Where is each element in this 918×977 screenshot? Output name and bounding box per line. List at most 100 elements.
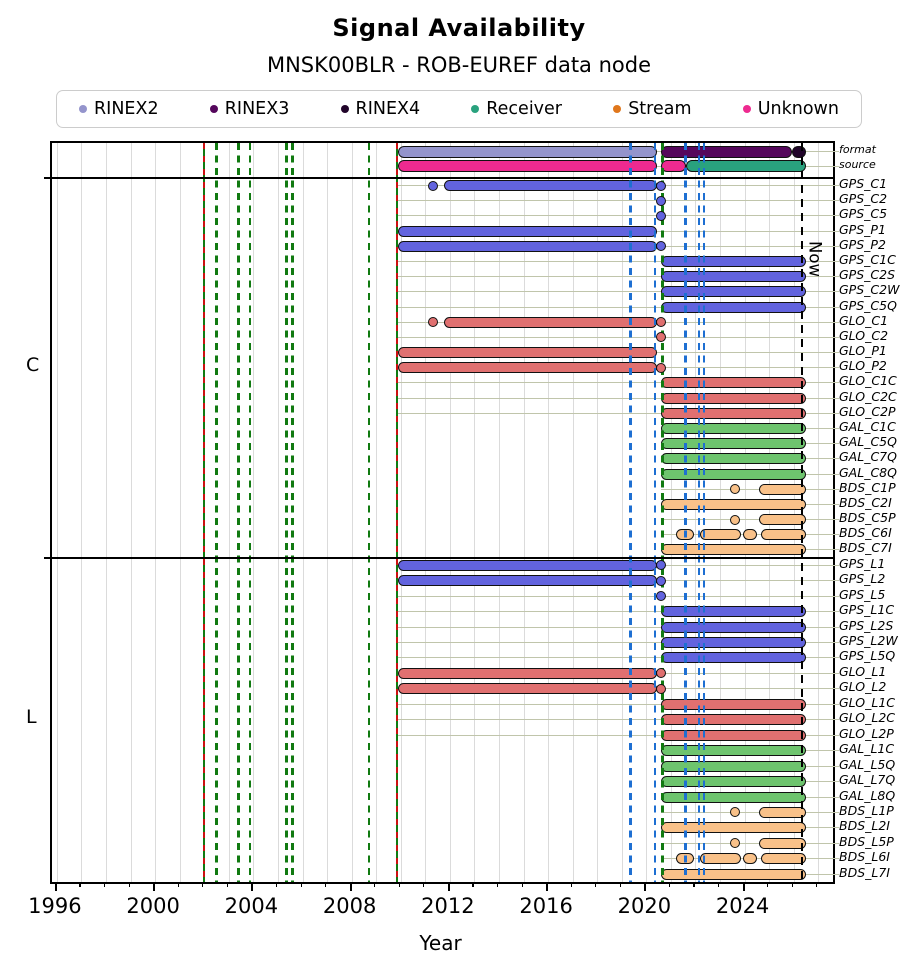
event-line-redgreen — [203, 143, 206, 882]
plot-area — [44, 141, 839, 884]
row-leader-line — [397, 657, 839, 659]
availability-bar — [661, 822, 806, 834]
row-label: GPS_C1 — [839, 176, 888, 192]
row-leader-line — [661, 519, 839, 521]
grid-line — [56, 143, 58, 882]
availability-bar — [661, 544, 806, 556]
legend-label: Stream — [628, 99, 692, 119]
availability-bar — [661, 636, 806, 648]
row-label: GPS_L2 — [839, 571, 886, 587]
availability-dot — [656, 591, 667, 602]
section-label-l: L — [26, 705, 37, 728]
event-line-blue — [629, 143, 632, 882]
x-major-tick — [251, 882, 254, 891]
x-tick-label: 2024 — [715, 894, 770, 918]
availability-bar — [792, 145, 806, 158]
availability-bar — [661, 377, 806, 389]
availability-bar — [398, 240, 658, 252]
chart-subtitle: MNSK00BLR - ROB-EUREF data node — [266, 53, 652, 77]
x-minor-tick — [816, 882, 818, 887]
availability-bar — [661, 652, 806, 664]
section-separator — [52, 556, 833, 559]
row-leader-line — [397, 626, 839, 628]
section-separator — [52, 177, 833, 180]
row-label: GLO_C2P — [839, 403, 896, 419]
availability-dot — [656, 180, 667, 191]
availability-dot — [656, 195, 667, 206]
x-major-tick — [546, 882, 549, 891]
availability-bar — [661, 145, 793, 158]
row-label: GPS_L1C — [839, 602, 895, 618]
availability-bar — [661, 606, 806, 618]
legend-dot-stream — [613, 105, 622, 113]
availability-dot — [729, 484, 740, 495]
availability-dot — [656, 332, 667, 343]
row-label: GLO_C2C — [839, 388, 897, 404]
row-label: GAL_L5Q — [839, 756, 896, 772]
x-major-tick — [447, 882, 450, 891]
row-label: GAL_C7Q — [839, 449, 897, 465]
row-leader-line — [397, 611, 839, 613]
availability-bar — [661, 160, 686, 172]
x-minor-tick — [300, 882, 302, 887]
section-label-c: C — [26, 353, 40, 376]
availability-bar — [661, 498, 806, 510]
grid-line — [646, 143, 648, 882]
row-label: GLO_C1 — [839, 312, 889, 328]
availability-bar — [398, 683, 658, 695]
availability-dot — [729, 807, 740, 818]
row-leader-line — [397, 260, 839, 262]
row-label: BDS_L6I — [839, 849, 890, 865]
x-tick-label: 2016 — [519, 894, 573, 918]
event-line-redgreen — [395, 143, 399, 882]
grid-line — [670, 143, 672, 882]
row-label: GPS_C2S — [839, 267, 896, 283]
legend-item: Unknown — [742, 99, 839, 119]
legend-item: RINEX3 — [209, 99, 289, 119]
x-major-tick — [153, 882, 156, 891]
row-leader-line — [661, 842, 839, 844]
row-leader-line — [397, 734, 839, 736]
x-minor-tick — [104, 882, 106, 887]
x-major-tick — [349, 882, 352, 891]
grid-line — [548, 143, 550, 882]
x-minor-tick — [718, 882, 720, 887]
row-label: GPS_L1 — [839, 555, 886, 571]
availability-dot — [656, 683, 667, 694]
x-axis-label: Year — [419, 931, 462, 955]
availability-bar — [661, 422, 806, 434]
x-minor-tick — [619, 882, 621, 887]
row-label: format — [839, 143, 876, 156]
row-label: GPS_L2S — [839, 617, 894, 633]
section-separator-tick — [44, 556, 52, 559]
grid-line — [81, 143, 83, 882]
availability-bar — [743, 529, 757, 541]
grid-line — [744, 143, 746, 882]
row-label: GLO_L1C — [839, 694, 895, 710]
x-minor-tick — [496, 882, 499, 887]
grid-line — [130, 143, 132, 882]
row-label: GPS_L2W — [839, 632, 898, 648]
availability-dot — [729, 838, 740, 849]
availability-bar — [661, 301, 806, 313]
row-label: GLO_L2C — [839, 710, 895, 726]
legend-dot-rinex4 — [340, 105, 349, 113]
grid-line — [572, 143, 574, 882]
now-label: Now — [805, 241, 825, 277]
availability-bar — [661, 271, 806, 283]
legend-label: Receiver — [486, 99, 563, 119]
row-leader-line — [397, 382, 839, 384]
event-line-green — [215, 143, 218, 882]
row-leader-line — [661, 811, 839, 813]
availability-bar — [398, 559, 658, 571]
availability-dot — [656, 317, 667, 328]
grid-line — [425, 143, 427, 882]
grid-line — [400, 143, 402, 882]
row-leader-line — [397, 291, 839, 293]
x-minor-tick — [398, 882, 400, 887]
row-label: GLO_P2 — [839, 358, 887, 374]
availability-dot — [427, 317, 438, 328]
legend-item: RINEX2 — [79, 99, 159, 119]
availability-bar — [443, 316, 658, 328]
row-label: GAL_C1C — [839, 418, 896, 434]
